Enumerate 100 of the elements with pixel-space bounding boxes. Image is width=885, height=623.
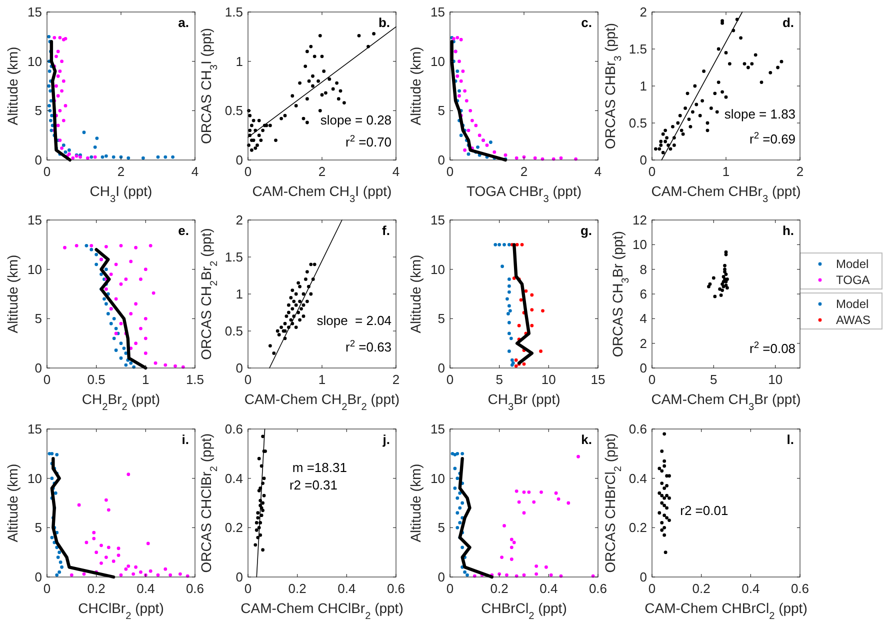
y-tick-label: 2 bbox=[640, 336, 647, 351]
y-tick-label: 1 bbox=[236, 286, 243, 302]
chart-title: d. bbox=[782, 15, 794, 30]
x-tick-label: 0.6 bbox=[386, 581, 406, 596]
y-tick-label: 0.2 bbox=[224, 520, 243, 536]
y-axis-title: Altitude (km) bbox=[407, 46, 424, 126]
y-tick-label: 5 bbox=[438, 520, 445, 536]
annotation: r2 =0.31 bbox=[289, 478, 338, 493]
y-tick-label: 5 bbox=[34, 103, 42, 118]
y-tick-label: 1.5 bbox=[224, 4, 243, 20]
y-tick-label: 0 bbox=[640, 360, 647, 376]
y-tick-label: 0.4 bbox=[224, 470, 243, 486]
y-tick-label: 10 bbox=[430, 262, 445, 277]
chart-title: k. bbox=[581, 432, 592, 447]
y-tick-label: 0.6 bbox=[224, 422, 243, 437]
y-tick-label: 12 bbox=[632, 212, 647, 228]
x-tick-label: 0.2 bbox=[288, 581, 306, 596]
y-axis-title: Altitude (km) bbox=[4, 46, 20, 126]
y-tick-label: 10 bbox=[28, 262, 42, 277]
y-tick-label: 2 bbox=[236, 212, 243, 228]
annotation: r$^{2}$ =0.08 bbox=[749, 340, 796, 356]
annotation: slope = 1.83 bbox=[724, 106, 796, 122]
x-tick-label: 2 bbox=[117, 164, 125, 179]
y-tick-label: 15 bbox=[28, 422, 42, 437]
x-tick-label: 5 bbox=[496, 372, 503, 387]
annotation: m =18.31 bbox=[292, 460, 347, 475]
y-axis-title: Altitude (km) bbox=[4, 254, 20, 334]
y-tick-label: 0 bbox=[438, 570, 445, 585]
x-tick-label: 0.6 bbox=[790, 581, 810, 596]
y-tick-label: 1.5 bbox=[224, 250, 243, 265]
x-axis-title: CH$_{2}$Br$_{2}$ (ppt) bbox=[82, 391, 160, 412]
y-tick-label: 15 bbox=[430, 4, 445, 20]
y-tick-label: 0 bbox=[34, 152, 42, 168]
y-tick-label: 2 bbox=[640, 4, 647, 20]
y-tick-label: 10 bbox=[430, 470, 445, 486]
y-tick-label: 15 bbox=[430, 212, 445, 228]
legend-label: AWAS bbox=[836, 313, 870, 328]
x-tick-label: 4 bbox=[191, 164, 199, 179]
y-tick-label: 1 bbox=[236, 54, 243, 69]
annotation: slope = 2.04 bbox=[316, 313, 392, 328]
x-tick-label: 10 bbox=[768, 372, 783, 387]
x-tick-label: 1 bbox=[318, 372, 326, 387]
y-tick-label: 0.5 bbox=[224, 103, 243, 118]
x-axis-title: CH$_{3}$Br (ppt) bbox=[488, 391, 560, 412]
x-tick-label: 4 bbox=[594, 164, 602, 179]
x-axis-title: CHBrCl$_{2}$ (ppt) bbox=[481, 600, 567, 622]
y-tick-label: 4 bbox=[640, 311, 647, 326]
x-tick-label: 0.2 bbox=[692, 581, 710, 596]
y-tick-label: 0 bbox=[640, 570, 647, 585]
chart-title: f. bbox=[382, 223, 390, 238]
y-tick-label: 0 bbox=[236, 570, 243, 585]
x-axis-title: CH$_{3}$I (ppt) bbox=[90, 183, 152, 204]
annotation: r$^{2}$ =0.70 bbox=[345, 134, 392, 150]
y-tick-label: 0 bbox=[640, 152, 647, 168]
x-tick-label: 2 bbox=[796, 164, 804, 179]
legend-label: TOGA bbox=[836, 273, 870, 288]
x-tick-label: 0.4 bbox=[540, 581, 558, 596]
y-tick-label: 0.5 bbox=[224, 324, 243, 339]
y-tick-label: 15 bbox=[430, 422, 445, 437]
chart-title: l. bbox=[786, 432, 794, 447]
x-tick-label: 0.4 bbox=[136, 581, 155, 596]
x-tick-label: 10 bbox=[541, 372, 556, 387]
x-tick-label: 2 bbox=[520, 164, 528, 179]
annotation: r2 =0.01 bbox=[680, 502, 728, 518]
x-tick-label: 0.6 bbox=[186, 581, 204, 596]
y-tick-label: 15 bbox=[28, 4, 42, 20]
y-tick-label: 5 bbox=[34, 520, 42, 536]
chart-title: h. bbox=[782, 223, 794, 238]
y-tick-label: 1.5 bbox=[628, 42, 647, 57]
y-tick-label: 10 bbox=[632, 237, 647, 252]
y-tick-label: 0 bbox=[438, 360, 445, 376]
y-tick-label: 0.4 bbox=[628, 470, 647, 486]
x-tick-label: 1.5 bbox=[186, 372, 204, 387]
y-tick-label: 15 bbox=[28, 212, 42, 228]
y-axis-title: Altitude (km) bbox=[407, 254, 424, 334]
x-axis-title: CAM-Chem CHBr$_{3}$ (ppt) bbox=[651, 183, 801, 204]
y-tick-label: 10 bbox=[430, 54, 445, 69]
y-tick-label: 8 bbox=[640, 262, 647, 277]
x-tick-label: 0.2 bbox=[87, 581, 106, 596]
x-axis-title: CAM-Chem CH$_{2}$Br$_{2}$ (ppt) bbox=[244, 391, 400, 412]
y-tick-label: 5 bbox=[438, 103, 445, 118]
x-tick-label: 4 bbox=[392, 164, 400, 179]
chart-title: j. bbox=[382, 432, 390, 447]
x-tick-label: 1 bbox=[722, 164, 730, 179]
x-tick-label: 0.4 bbox=[742, 581, 760, 596]
x-axis-title: CAM-Chem CH$_{3}$Br (ppt) bbox=[651, 391, 801, 412]
x-axis-title: CAM-Chem CHClBr$_{2}$ (ppt) bbox=[240, 600, 404, 622]
x-axis-title: CAM-Chem CHBrCl$_{2}$ (ppt) bbox=[644, 600, 808, 622]
annotation: slope = 0.28 bbox=[320, 112, 392, 128]
x-tick-label: 2 bbox=[392, 372, 400, 387]
chart-title: b. bbox=[378, 15, 390, 30]
annotation: r$^{2}$ =0.63 bbox=[345, 338, 392, 355]
x-tick-label: 5 bbox=[710, 372, 718, 387]
x-axis-title: TOGA CHBr$_{3}$ (ppt) bbox=[466, 183, 582, 204]
y-tick-label: 10 bbox=[28, 54, 42, 69]
y-tick-label: 0 bbox=[34, 360, 42, 376]
y-tick-label: 0.2 bbox=[628, 520, 647, 536]
y-tick-label: 0 bbox=[236, 152, 243, 168]
x-tick-label: 1 bbox=[142, 372, 150, 387]
x-tick-label: 0.6 bbox=[588, 581, 608, 596]
